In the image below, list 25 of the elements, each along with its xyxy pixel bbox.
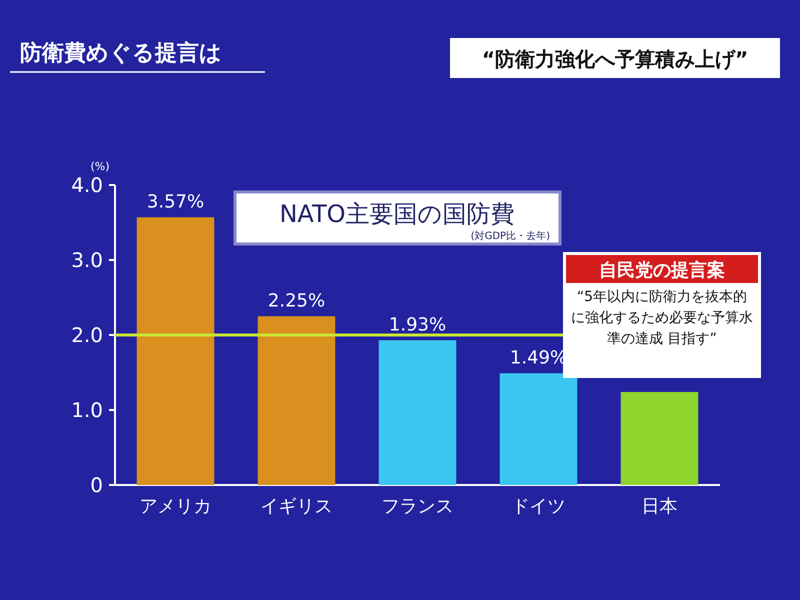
annotation: 自民党の提言案	[599, 260, 725, 281]
bar	[500, 373, 578, 485]
x-tick-label: フランス	[382, 496, 454, 517]
data-label: 3.57%	[146, 191, 204, 212]
x-tick-label: イギリス	[260, 496, 332, 517]
y-tick-label: 3.0	[71, 248, 103, 272]
chart-subtitle: “防衛力強化へ予算積み上げ”	[482, 47, 748, 71]
y-tick-label: 4.0	[71, 173, 103, 197]
bar	[136, 217, 214, 485]
bar	[258, 316, 336, 485]
y-axis-title: (%)	[90, 160, 110, 173]
annotation: NATO主要国の国防費	[279, 200, 515, 228]
chart-title: 防衛費めぐる提言は	[20, 40, 222, 66]
annotation: “5年以内に防衛力を抜本的に強化するため必要な予算水準の達成 目指す”	[570, 288, 754, 349]
bar	[620, 392, 698, 485]
data-label: 1.93%	[388, 314, 446, 336]
bar	[378, 340, 456, 485]
x-tick-label: 日本	[642, 496, 678, 517]
x-tick-label: ドイツ	[512, 496, 566, 517]
y-tick-label: 0	[90, 473, 103, 497]
data-label: 2.25%	[268, 290, 326, 312]
y-tick-label: 1.0	[71, 398, 103, 422]
y-tick-label: 2.0	[71, 323, 103, 347]
x-tick-label: アメリカ	[140, 496, 212, 517]
annotation: (対GDP比・去年)	[470, 230, 550, 242]
